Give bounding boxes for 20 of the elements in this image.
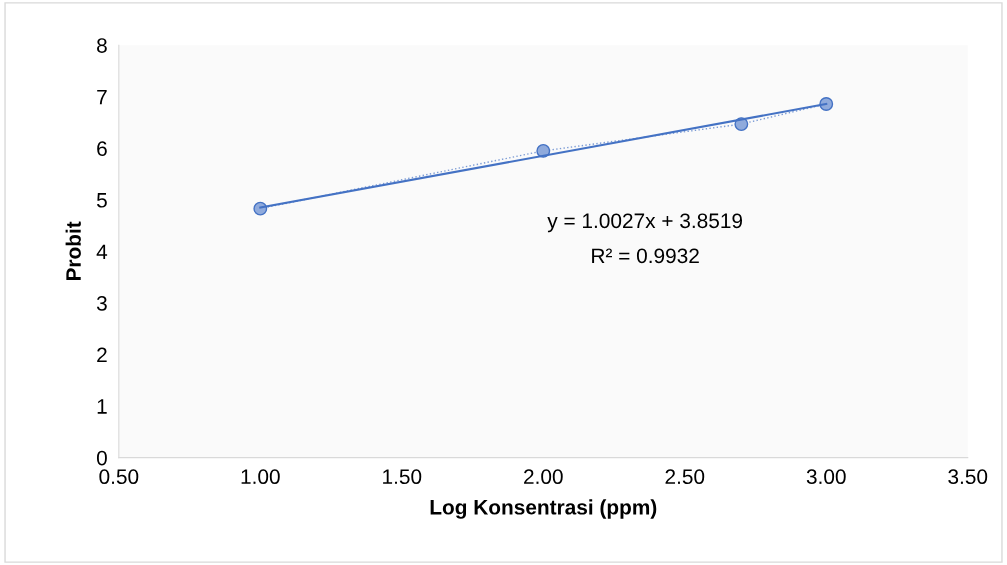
x-tick-label: 0.50: [99, 469, 139, 485]
y-tick-label: 0: [96, 450, 107, 466]
y-tick-label: 1: [97, 399, 107, 414]
x-tick-label: 3.50: [948, 469, 988, 485]
y-tick-label: 5: [96, 193, 107, 208]
x-tick-label: 3.00: [806, 469, 846, 485]
annotation: y = 1.0027x + 3.8519: [547, 213, 743, 233]
x-tick-label: 1.50: [383, 469, 422, 485]
annotation: R² = 0.9932: [592, 248, 699, 264]
x-axis-title: Log Konsentrasi (ppm): [430, 499, 657, 519]
y-tick-label: 6: [97, 141, 107, 157]
x-tick-label: 1.00: [241, 469, 280, 485]
y-axis-title: Probit: [65, 221, 81, 281]
y-tick-label: 3: [96, 295, 107, 311]
y-tick-label: 7: [97, 89, 107, 105]
y-tick-label: 8: [97, 38, 107, 53]
y-tick-label: 2: [97, 347, 107, 363]
x-tick-label: 2.50: [665, 469, 705, 485]
y-tick-label: 4: [96, 244, 108, 259]
x-tick-label: 2.00: [524, 469, 563, 485]
